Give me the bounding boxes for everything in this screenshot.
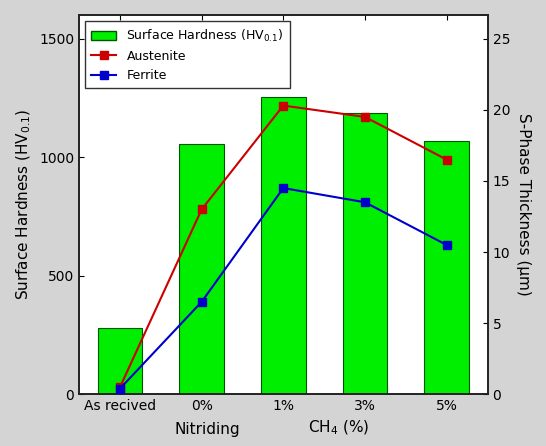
Legend: Surface Hardness (HV$_{0.1}$), Austenite, Ferrite: Surface Hardness (HV$_{0.1}$), Austenite… xyxy=(85,21,290,88)
Y-axis label: Surface Hardness (HV$_{0.1}$): Surface Hardness (HV$_{0.1}$) xyxy=(15,109,33,301)
Y-axis label: S-Phase Thickness (μm): S-Phase Thickness (μm) xyxy=(516,113,531,296)
Bar xyxy=(98,328,143,394)
Bar xyxy=(179,144,224,394)
Bar xyxy=(261,97,306,394)
Text: CH$_4$ (%): CH$_4$ (%) xyxy=(308,419,369,437)
Bar xyxy=(342,113,388,394)
Text: Nitriding: Nitriding xyxy=(175,422,240,437)
Bar xyxy=(424,140,469,394)
